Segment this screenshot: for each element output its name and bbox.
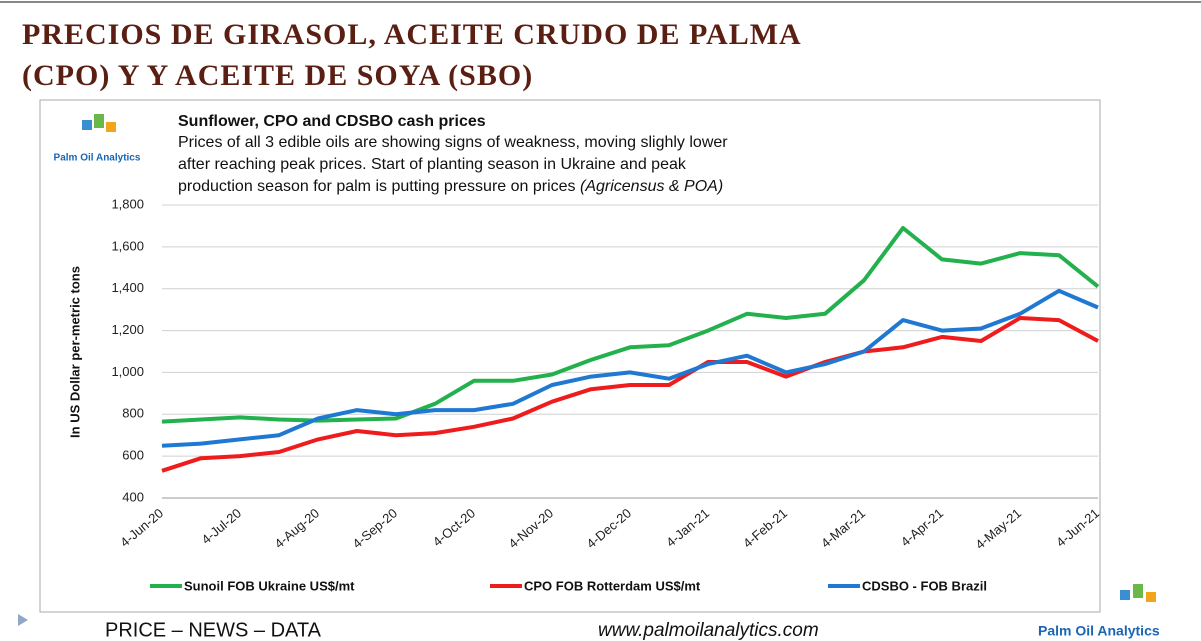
y-tick-label: 400	[122, 489, 144, 504]
footer-logo: Palm Oil Analytics	[1038, 584, 1160, 639]
chart-logo-text: Palm Oil Analytics	[54, 153, 141, 164]
chart-subtitle: Prices of all 3 edible oils are showing …	[178, 134, 728, 151]
legend-label: CPO FOB Rotterdam US$/mt	[524, 578, 701, 593]
chart-frame	[39, 99, 1101, 613]
subtitle-text: production season for palm is putting pr…	[178, 178, 580, 195]
bullet	[18, 614, 28, 626]
y-tick-label: 600	[122, 448, 144, 463]
y-tick-label: 1,800	[111, 196, 144, 211]
y-tick-label: 1,000	[111, 364, 144, 379]
y-tick-label: 1,600	[111, 238, 144, 253]
footer-center: www.palmoilanalytics.com	[598, 620, 819, 641]
chart-logo: Palm Oil Analytics	[54, 114, 141, 164]
legend-label: CDSBO - FOB Brazil	[862, 578, 987, 593]
subtitle-source: (Agricensus & POA)	[580, 178, 723, 195]
footer-left: PRICE – NEWS – DATA	[105, 619, 322, 641]
series-line	[161, 316, 1099, 473]
slide-title-line: (CPO) Y Y ACEITE DE SOYA (SBO)	[22, 59, 533, 92]
legend-label: Sunoil FOB Ukraine US$/mt	[184, 578, 355, 593]
y-tick-label: 800	[122, 406, 144, 421]
footer-logo-text: Palm Oil Analytics	[1038, 623, 1160, 639]
series-line	[161, 288, 1099, 448]
y-tick-label: 1,200	[111, 322, 144, 337]
chart-title: Sunflower, CPO and CDSBO cash prices	[178, 113, 486, 130]
chart-subtitle: after reaching peak prices. Start of pla…	[178, 156, 687, 173]
slide-title-line: PRECIOS DE GIRASOL, ACEITE CRUDO DE PALM…	[22, 18, 802, 51]
y-tick-label: 1,400	[111, 280, 144, 295]
y-axis-label: In US Dollar per-metric tons	[67, 266, 82, 438]
chart-subtitle: production season for palm is putting pr…	[178, 178, 723, 195]
